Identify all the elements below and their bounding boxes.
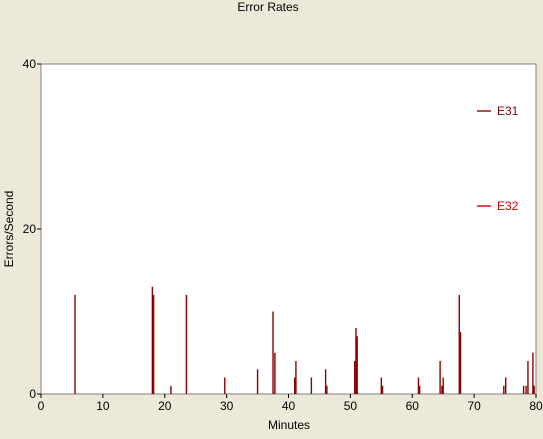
x-tick-label: 20: [158, 399, 172, 413]
bar-layer: [74, 286, 535, 394]
x-tick-label: 0: [38, 399, 45, 413]
y-tick-label: 0: [29, 387, 36, 401]
legend: E31 E32: [477, 104, 519, 213]
legend-label-e31: E31: [497, 104, 519, 118]
x-tick-label: 40: [282, 399, 296, 413]
plot-area: [40, 63, 537, 395]
chart-title: Error Rates: [237, 0, 298, 14]
x-tick-label: 70: [467, 399, 481, 413]
x-tick-label: 80: [529, 399, 543, 413]
x-tick-label: 60: [406, 399, 420, 413]
y-tick-label: 40: [23, 57, 37, 71]
y-tick-label: 20: [23, 222, 37, 236]
x-axis: 0 10 20 30 40 50 60 70 80: [38, 394, 543, 413]
x-tick-label: 50: [344, 399, 358, 413]
y-axis-label: Errors/Second: [2, 191, 16, 268]
y-axis: 0 20 40: [23, 57, 41, 401]
x-axis-label: Minutes: [268, 418, 310, 432]
x-tick-label: 10: [96, 399, 110, 413]
x-tick-label: 30: [220, 399, 234, 413]
legend-label-e32: E32: [497, 199, 519, 213]
